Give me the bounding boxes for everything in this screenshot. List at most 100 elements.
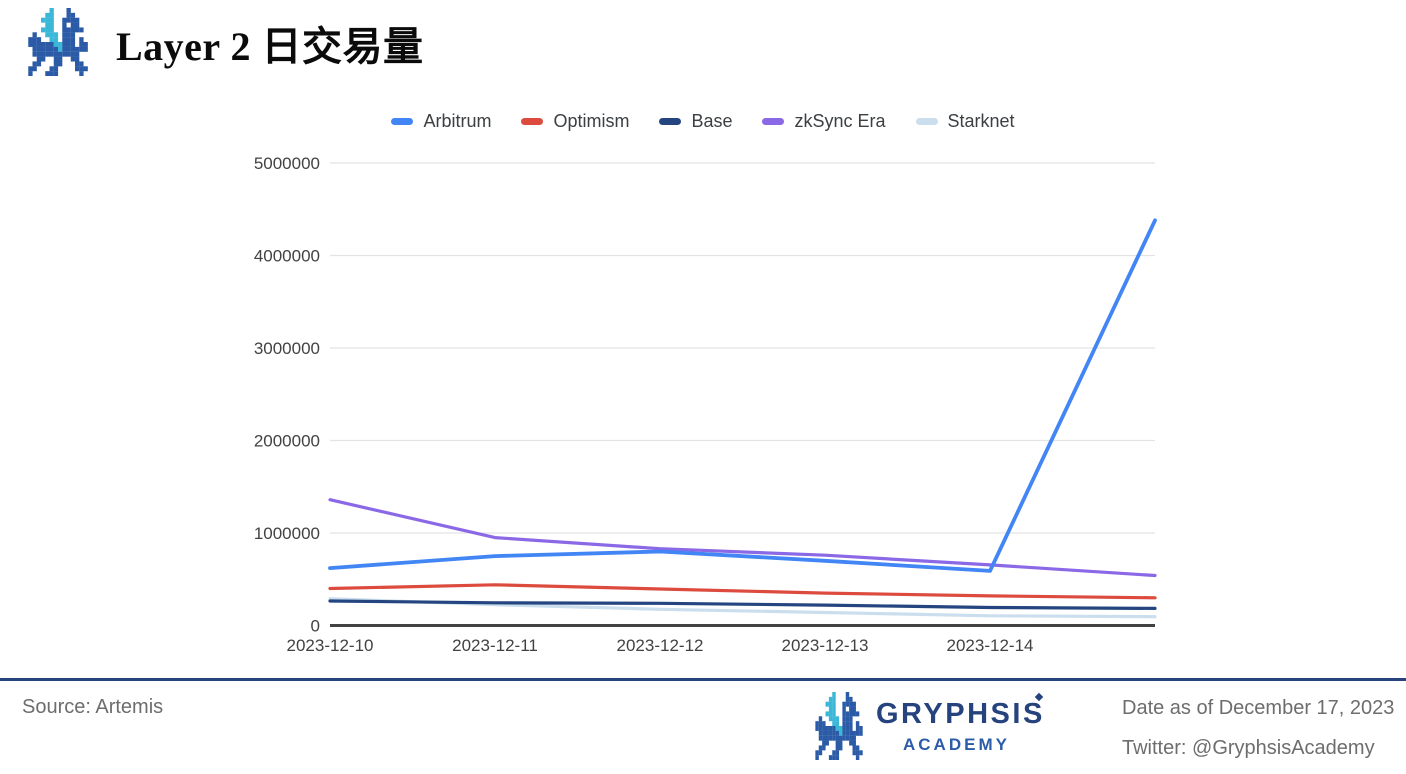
logo-pixel <box>66 32 71 38</box>
logo-pixel <box>41 17 46 23</box>
logo-pixel <box>842 730 846 736</box>
logo-pixel <box>45 46 50 52</box>
logo-pixel <box>62 27 67 33</box>
logo-pixel <box>53 71 59 76</box>
x-tick-label: 2023-12-13 <box>782 636 869 655</box>
logo-pixel <box>83 42 88 47</box>
logo-pixel <box>75 51 80 57</box>
logo-pixel <box>53 51 59 57</box>
logo-pixel <box>70 37 76 43</box>
logo-pixel <box>49 27 54 33</box>
logo-pixel <box>28 66 33 72</box>
logo-pixel <box>58 46 63 52</box>
logo-pixel <box>62 17 67 23</box>
logo-pixel <box>835 755 840 760</box>
logo-pixel <box>41 51 46 57</box>
logo-pixel <box>832 730 836 736</box>
logo-pixel <box>41 27 46 33</box>
logo-pixel <box>828 701 833 707</box>
logo-pixel <box>45 71 50 76</box>
logo-pixel <box>828 716 833 722</box>
date-note: Date as of December 17, 2023 <box>1122 697 1395 719</box>
logo-pixel <box>852 711 856 717</box>
logo-pixel <box>855 711 860 717</box>
logo-pixel <box>818 726 823 731</box>
logo-pixel <box>49 32 54 38</box>
logo-pixel <box>839 735 843 741</box>
logo-pixel <box>855 730 860 736</box>
legend-item-base: Base <box>659 111 732 132</box>
logo-pixel <box>839 745 843 751</box>
logo-pixel <box>32 42 37 47</box>
logo-pixel <box>75 61 80 67</box>
logo-pixel <box>832 755 836 760</box>
logo-pixel <box>849 726 853 731</box>
logo-pixel <box>53 61 59 67</box>
logo-pixel <box>45 22 50 28</box>
logo-pixel <box>815 755 819 760</box>
logo-pixel <box>45 51 50 57</box>
logo-pixel <box>79 37 84 43</box>
legend-label: Starknet <box>947 111 1015 131</box>
logo-pixel <box>79 42 84 47</box>
logo-pixel <box>842 726 846 731</box>
logo-pixel <box>818 735 823 741</box>
logo-pixel <box>32 51 37 57</box>
logo-pixel <box>842 711 846 717</box>
logo-pixel <box>49 71 54 76</box>
logo-pixel <box>839 730 843 736</box>
logo-pixel <box>855 745 860 751</box>
logo-pixel <box>62 46 67 52</box>
logo-pixel <box>49 17 54 23</box>
logo-pixel <box>49 42 54 47</box>
logo-pixel <box>845 735 850 741</box>
logo-pixel <box>66 37 71 43</box>
logo-pixel <box>849 721 853 727</box>
logo-pixel <box>845 701 850 707</box>
logo-pixel <box>849 706 853 712</box>
logo-pixel <box>62 37 67 43</box>
logo-pixel <box>49 12 54 18</box>
logo-pixel <box>70 46 76 52</box>
logo-pixel <box>825 726 829 731</box>
logo-pixel <box>835 721 840 727</box>
logo-pixel <box>835 740 840 746</box>
logo-pixel <box>58 42 63 47</box>
logo-pixel <box>842 721 846 727</box>
logo-pixel <box>66 27 71 33</box>
logo-pixel <box>845 730 850 736</box>
logo-pixel <box>36 51 42 57</box>
logo-pixel <box>859 726 863 731</box>
logo-pixel <box>845 716 850 722</box>
logo-pixel <box>49 37 54 43</box>
logo-pixel <box>53 66 59 72</box>
logo-pixel <box>62 32 67 38</box>
logo-pixel <box>825 701 829 707</box>
logo-pixel <box>32 37 37 43</box>
logo-pixel <box>828 730 833 736</box>
y-tick-label: 2000000 <box>254 432 320 451</box>
logo-pixel <box>28 37 33 43</box>
logo-pixel <box>58 51 63 57</box>
logo-pixel <box>835 730 840 736</box>
logo-pixel <box>32 46 37 52</box>
logo-pixel <box>822 735 826 741</box>
logo-pixel <box>45 27 50 33</box>
logo-pixel <box>835 716 840 722</box>
legend-item-optimism: Optimism <box>521 111 629 132</box>
logo-pixel <box>825 735 829 741</box>
logo-pixel <box>70 42 76 47</box>
brand-wordmark: GRYPHSIS <box>876 698 1045 730</box>
logo-pixel <box>849 696 853 702</box>
logo-pixel <box>53 46 59 52</box>
logo-pixel <box>28 71 33 76</box>
logo-pixel <box>832 692 836 697</box>
logo-pixel <box>45 12 50 18</box>
brand-subtitle: ACADEMY <box>903 735 1010 754</box>
logo-pixel <box>70 12 76 18</box>
logo-pixel <box>822 745 826 751</box>
logo-pixel <box>825 711 829 717</box>
logo-pixel <box>822 721 826 727</box>
logo-pixel <box>849 711 853 717</box>
logo-pixel <box>852 745 856 751</box>
